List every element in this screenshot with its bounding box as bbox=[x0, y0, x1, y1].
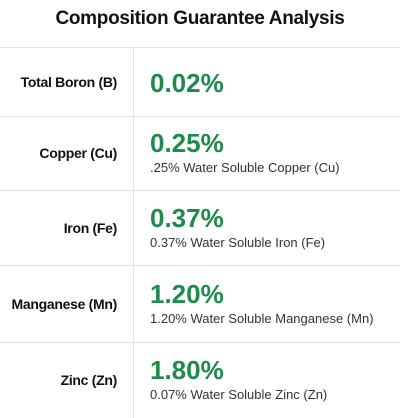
row-value: 0.02% bbox=[150, 67, 224, 98]
row-value: 0.25% bbox=[150, 128, 224, 158]
table-row: Iron (Fe) 0.37% 0.37% Water Soluble Iron (… bbox=[0, 190, 400, 265]
row-label: Manganese (Mn) bbox=[11, 295, 118, 312]
row-value: 1.80% bbox=[150, 355, 224, 385]
column-divider bbox=[133, 48, 134, 116]
column-divider bbox=[133, 117, 134, 190]
table-row: Copper (Cu) 0.25% .25% Water Soluble Coppe… bbox=[0, 116, 400, 190]
row-label: Iron (Fe) bbox=[63, 219, 118, 236]
column-divider bbox=[133, 266, 134, 342]
row-label: Total Boron (B) bbox=[20, 73, 118, 90]
title: Composition Guarantee Analysis bbox=[55, 8, 345, 29]
row-note: 1.20% Water Soluble Manganese (Mn) bbox=[150, 310, 374, 326]
table-row: Manganese (Mn) 1.20% 1.20% Water Soluble M… bbox=[0, 265, 400, 342]
row-note: 0.37% Water Soluble Iron (Fe) bbox=[150, 234, 326, 250]
column-divider bbox=[133, 191, 134, 265]
row-value: 1.20% bbox=[150, 278, 224, 309]
row-label: Zinc (Zn) bbox=[60, 372, 118, 388]
table-row: Zinc (Zn) 1.80% 0.07% Water Soluble Zinc (… bbox=[0, 342, 400, 418]
row-label: Copper (Cu) bbox=[39, 145, 117, 161]
table-row: Total Boron (B) 0.02% bbox=[0, 47, 400, 116]
row-note: 0.07% Water Soluble Zinc (Zn) bbox=[150, 387, 328, 402]
row-note: .25% Water Soluble Copper (Cu) bbox=[150, 160, 340, 175]
row-value: 0.37% bbox=[150, 202, 224, 233]
column-divider bbox=[133, 343, 134, 418]
